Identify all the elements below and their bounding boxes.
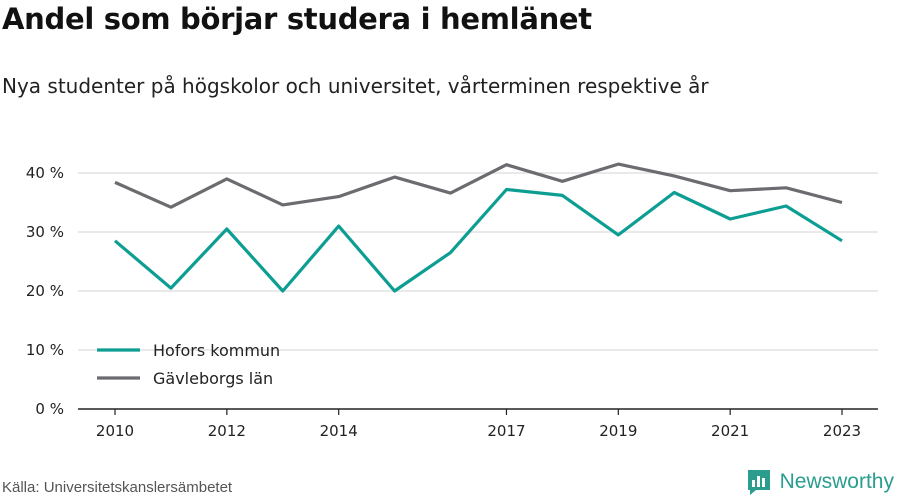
brand: Newsworthy	[746, 468, 894, 496]
x-tick-label: 2021	[711, 422, 749, 440]
brand-name: Newsworthy	[779, 470, 894, 493]
legend-label: Gävleborgs län	[153, 369, 273, 388]
x-tick-label: 2014	[320, 422, 358, 440]
x-tick-label: 2012	[208, 422, 246, 440]
y-tick-label: 0 %	[35, 400, 64, 418]
y-tick-label: 20 %	[26, 282, 64, 300]
y-tick-label: 30 %	[26, 223, 64, 241]
x-tick-label: 2023	[823, 422, 861, 440]
legend: Hofors kommun Gävleborgs län	[97, 341, 280, 388]
chart-title: Andel som börjar studera i hemlänet	[2, 2, 592, 36]
gridlines	[78, 172, 878, 351]
series-line	[113, 187, 843, 293]
y-tick-label: 40 %	[26, 164, 64, 182]
source-note: Källa: Universitetskanslersämbetet	[2, 479, 233, 496]
x-axis: 2010 2012 2014 2017 2019 2021 2023	[78, 408, 878, 440]
x-tick-label: 2017	[487, 422, 525, 440]
newsworthy-logo-icon	[747, 470, 770, 495]
y-tick-label: 10 %	[26, 341, 64, 359]
series-lines	[113, 162, 843, 293]
legend-label: Hofors kommun	[153, 341, 280, 360]
x-tick-label: 2019	[599, 422, 637, 440]
x-tick-label: 2010	[96, 422, 134, 440]
series-line	[114, 162, 843, 209]
y-axis-ticks: 0 % 10 % 20 % 30 % 40 %	[26, 164, 64, 418]
chart-subtitle: Nya studenter på högskolor och universit…	[2, 74, 709, 98]
